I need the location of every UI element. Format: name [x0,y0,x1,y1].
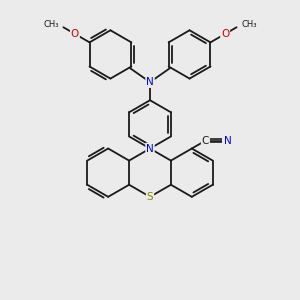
Text: CH₃: CH₃ [44,20,59,29]
Text: N: N [224,136,232,146]
Text: CH₃: CH₃ [241,20,256,29]
Text: N: N [146,143,154,154]
Text: O: O [221,29,229,39]
Text: S: S [147,192,153,202]
Text: O: O [71,29,79,39]
Text: N: N [146,77,154,87]
Text: C: C [202,136,209,146]
